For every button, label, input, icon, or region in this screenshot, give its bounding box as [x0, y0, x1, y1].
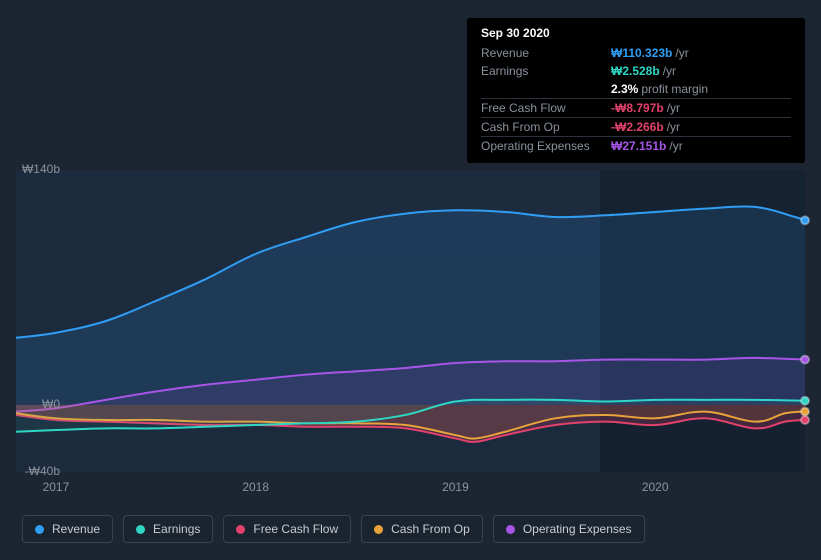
- tooltip-table: Revenue₩110.323b/yrEarnings₩2.528b/yr2.3…: [481, 44, 791, 155]
- tooltip-value: ₩27.151b/yr: [611, 137, 791, 156]
- legend-item-revenue[interactable]: Revenue: [22, 515, 113, 543]
- tooltip-label: Operating Expenses: [481, 137, 611, 156]
- chart-legend: Revenue Earnings Free Cash Flow Cash From O…: [22, 515, 645, 543]
- series-end-dot-opex: [801, 356, 809, 364]
- tooltip-row-opex: Operating Expenses₩27.151b/yr: [481, 137, 791, 156]
- x-axis-label: 2019: [442, 480, 469, 494]
- legend-item-opex[interactable]: Operating Expenses: [493, 515, 645, 543]
- y-axis-label: ₩140b: [0, 162, 60, 176]
- tooltip-value: -₩2.266b/yr: [611, 118, 791, 137]
- tooltip-label: Free Cash Flow: [481, 99, 611, 118]
- tooltip-label: Cash From Op: [481, 118, 611, 137]
- tooltip-row-fcf: Free Cash Flow-₩8.797b/yr: [481, 99, 791, 118]
- tooltip-value: ₩2.528b/yr: [611, 62, 791, 80]
- tooltip-value: ₩110.323b/yr: [611, 44, 791, 62]
- y-axis-label: -₩40b: [0, 464, 60, 478]
- series-end-dot-cfo: [801, 408, 809, 416]
- chart-plot-area[interactable]: [16, 170, 805, 472]
- y-axis-label: ₩0: [0, 397, 60, 411]
- legend-dot-icon: [35, 525, 44, 534]
- tooltip-row-revenue: Revenue₩110.323b/yr: [481, 44, 791, 62]
- chart-svg: [16, 170, 805, 472]
- tooltip-row-earnings: Earnings₩2.528b/yr: [481, 62, 791, 80]
- tooltip-row-margin: 2.3%profit margin: [481, 80, 791, 99]
- tooltip-value: -₩8.797b/yr: [611, 99, 791, 118]
- legend-label: Earnings: [153, 522, 200, 536]
- chart-tooltip: Sep 30 2020 Revenue₩110.323b/yrEarnings₩…: [467, 18, 805, 163]
- x-axis-label: 2020: [642, 480, 669, 494]
- tooltip-label: Revenue: [481, 44, 611, 62]
- legend-item-earnings[interactable]: Earnings: [123, 515, 213, 543]
- tooltip-value: 2.3%profit margin: [611, 80, 791, 99]
- tooltip-label: [481, 80, 611, 99]
- legend-dot-icon: [236, 525, 245, 534]
- legend-label: Free Cash Flow: [253, 522, 338, 536]
- legend-item-cfo[interactable]: Cash From Op: [361, 515, 483, 543]
- tooltip-date: Sep 30 2020: [481, 26, 791, 40]
- legend-label: Revenue: [52, 522, 100, 536]
- x-axis-label: 2018: [242, 480, 269, 494]
- legend-label: Cash From Op: [391, 522, 470, 536]
- legend-label: Operating Expenses: [523, 522, 632, 536]
- legend-dot-icon: [506, 525, 515, 534]
- series-end-dot-fcf: [801, 416, 809, 424]
- x-axis-label: 2017: [43, 480, 70, 494]
- series-end-dot-revenue: [801, 216, 809, 224]
- legend-dot-icon: [374, 525, 383, 534]
- legend-item-fcf[interactable]: Free Cash Flow: [223, 515, 351, 543]
- series-end-dot-earnings: [801, 397, 809, 405]
- tooltip-label: Earnings: [481, 62, 611, 80]
- legend-dot-icon: [136, 525, 145, 534]
- tooltip-row-cfo: Cash From Op-₩2.266b/yr: [481, 118, 791, 137]
